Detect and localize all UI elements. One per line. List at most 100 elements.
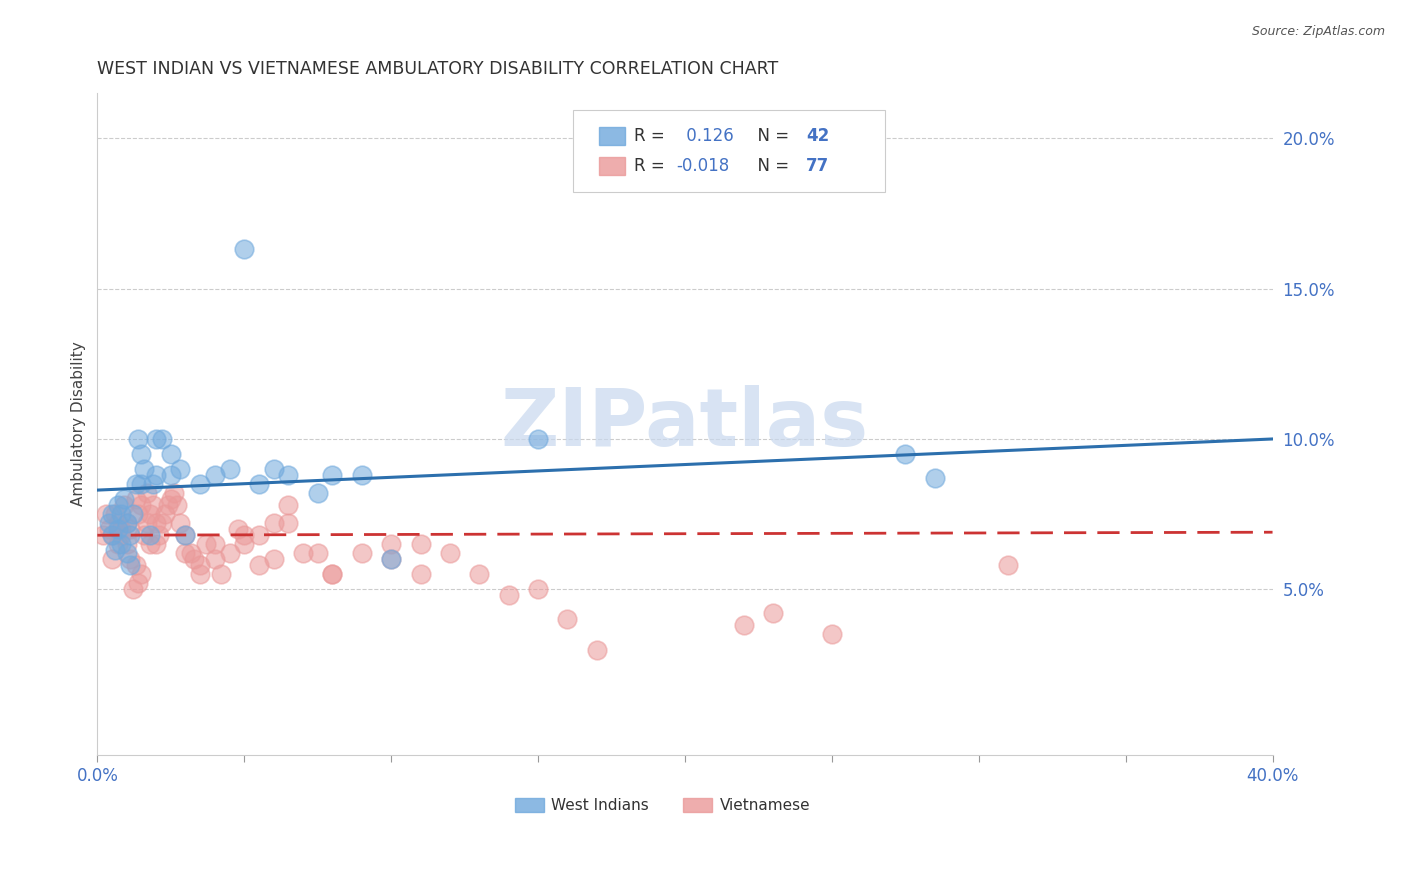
Point: [409, 567, 432, 582]
Point: [131, 477, 153, 491]
Point: [153, 507, 176, 521]
Point: [131, 447, 153, 461]
Text: 42: 42: [806, 127, 830, 145]
Point: [228, 522, 250, 536]
Point: [159, 468, 181, 483]
Point: [277, 498, 299, 512]
Point: [762, 607, 785, 621]
Point: [263, 462, 285, 476]
Point: [127, 507, 149, 521]
Point: [380, 552, 402, 566]
Point: [118, 552, 141, 566]
Point: [124, 477, 146, 491]
Point: [174, 528, 197, 542]
Point: [107, 537, 129, 551]
Text: R =: R =: [634, 157, 671, 175]
Point: [142, 477, 165, 491]
Point: [101, 528, 124, 542]
Text: N =: N =: [747, 157, 794, 175]
Point: [924, 471, 946, 485]
Point: [101, 552, 124, 566]
Point: [218, 462, 240, 476]
Point: [104, 507, 127, 521]
Point: [145, 468, 167, 483]
Point: [139, 507, 162, 521]
Point: [209, 567, 232, 582]
Point: [307, 546, 329, 560]
Point: [118, 528, 141, 542]
Point: [121, 582, 143, 597]
Point: [321, 567, 343, 582]
Point: [110, 528, 132, 542]
Text: WEST INDIAN VS VIETNAMESE AMBULATORY DISABILITY CORRELATION CHART: WEST INDIAN VS VIETNAMESE AMBULATORY DIS…: [97, 60, 779, 78]
Point: [131, 498, 153, 512]
Text: N =: N =: [747, 127, 794, 145]
Point: [166, 498, 188, 512]
Y-axis label: Ambulatory Disability: Ambulatory Disability: [72, 342, 86, 507]
Point: [118, 522, 141, 536]
Point: [247, 477, 270, 491]
Point: [134, 462, 156, 476]
Point: [188, 477, 211, 491]
Point: [350, 546, 373, 560]
Point: [174, 546, 197, 560]
Point: [112, 492, 135, 507]
Point: [98, 522, 121, 536]
Point: [107, 522, 129, 536]
Point: [204, 552, 226, 566]
Bar: [599, 128, 626, 145]
Point: [894, 447, 917, 461]
Point: [188, 558, 211, 573]
Point: [124, 558, 146, 573]
Point: [174, 528, 197, 542]
Point: [145, 516, 167, 531]
Text: West Indians: West Indians: [551, 797, 648, 813]
Point: [163, 486, 186, 500]
Bar: [682, 797, 711, 813]
Point: [409, 537, 432, 551]
Point: [159, 447, 181, 461]
Point: [277, 468, 299, 483]
Point: [145, 537, 167, 551]
Point: [139, 537, 162, 551]
Point: [233, 537, 256, 551]
Point: [180, 546, 202, 560]
Point: [110, 537, 132, 551]
Point: [127, 432, 149, 446]
Point: [136, 486, 159, 500]
Point: [150, 516, 173, 531]
Point: [110, 507, 132, 521]
Point: [107, 498, 129, 512]
Point: [115, 516, 138, 531]
Point: [350, 468, 373, 483]
Point: [380, 537, 402, 551]
Point: [112, 498, 135, 512]
Point: [118, 558, 141, 573]
Point: [195, 537, 218, 551]
Point: [439, 546, 461, 560]
Text: Source: ZipAtlas.com: Source: ZipAtlas.com: [1251, 25, 1385, 38]
Point: [277, 516, 299, 531]
Point: [557, 612, 579, 626]
Text: ZIPatlas: ZIPatlas: [501, 385, 869, 463]
Point: [96, 507, 118, 521]
Text: 77: 77: [806, 157, 830, 175]
Point: [218, 546, 240, 560]
Point: [110, 522, 132, 536]
Point: [307, 486, 329, 500]
Point: [233, 528, 256, 542]
Point: [107, 516, 129, 531]
Point: [159, 492, 181, 507]
Point: [148, 528, 170, 542]
Point: [247, 558, 270, 573]
Point: [380, 552, 402, 566]
Point: [101, 528, 124, 542]
Point: [169, 516, 191, 531]
Point: [91, 528, 114, 542]
Point: [292, 546, 315, 560]
Point: [498, 588, 520, 602]
Point: [150, 432, 173, 446]
Point: [997, 558, 1019, 573]
Point: [263, 516, 285, 531]
Point: [136, 516, 159, 531]
